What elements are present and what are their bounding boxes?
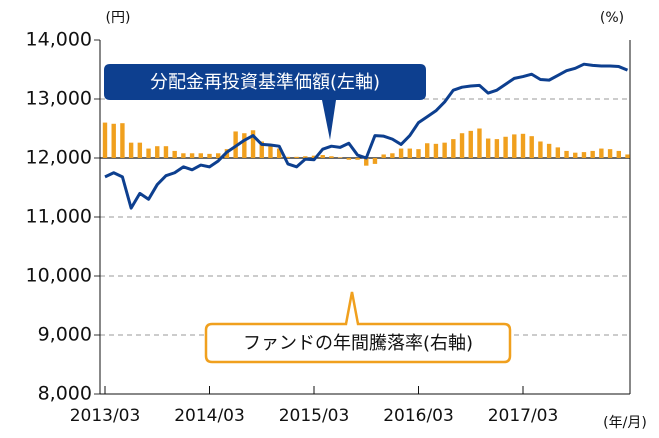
bar	[268, 145, 273, 158]
bar	[320, 155, 325, 158]
bar	[555, 147, 561, 158]
bar	[137, 142, 143, 158]
bar	[181, 153, 186, 158]
bar	[398, 148, 404, 158]
bar	[163, 146, 169, 158]
bar	[503, 136, 508, 158]
bar	[102, 122, 108, 158]
bar	[242, 133, 247, 158]
bar	[520, 133, 526, 158]
bar	[625, 154, 630, 158]
bar	[407, 148, 412, 158]
bar	[512, 134, 517, 158]
x-tick-label: 2015/03	[279, 406, 350, 426]
bar	[216, 153, 221, 158]
bar	[599, 148, 604, 158]
callout-box	[204, 291, 512, 364]
plot: 8,000 9,000 10,000 11,000 12,000 13,000 14,000…	[26, 29, 631, 426]
bar	[564, 150, 569, 158]
bar	[616, 150, 621, 158]
bar	[529, 136, 534, 158]
bar	[355, 158, 360, 160]
y-unit: (円)	[106, 10, 131, 26]
bar	[451, 139, 456, 158]
y-tick-label: 10,000	[26, 265, 92, 287]
y-tick-label: 11,000	[26, 206, 92, 228]
y-tick-label: 13,000	[26, 88, 92, 110]
y-tick-label: 8,000	[38, 383, 92, 405]
legend-label: ファンドの年間騰落率(右軸)	[243, 333, 473, 354]
bar	[442, 142, 447, 158]
bar	[381, 154, 386, 158]
bar	[346, 158, 352, 160]
y-tick-label: 14,000	[26, 29, 92, 51]
bar	[337, 157, 343, 158]
bar	[372, 158, 378, 164]
bar	[573, 152, 578, 158]
bar	[581, 152, 587, 158]
bar	[364, 158, 369, 166]
bar	[485, 138, 491, 158]
bar	[590, 150, 595, 158]
bar	[285, 156, 291, 158]
bar	[155, 146, 160, 158]
bar	[198, 153, 203, 158]
bar	[494, 139, 500, 158]
line-callout: 分配金再投資基準価額(左軸)	[104, 64, 426, 140]
y-tick-label: 9,000	[38, 324, 92, 346]
x-tick-label: 2016/03	[383, 406, 454, 426]
bar	[172, 150, 177, 158]
bar	[128, 142, 134, 158]
x-tick-label: 2017/03	[488, 406, 559, 426]
line	[104, 62, 629, 210]
bar	[250, 130, 256, 158]
x-unit: (年/月)	[603, 415, 647, 431]
bar	[538, 141, 543, 158]
bar	[146, 148, 151, 158]
bar	[189, 153, 195, 158]
bar	[276, 148, 282, 158]
y2-unit: (%)	[600, 10, 624, 26]
bar	[459, 133, 465, 158]
bar	[425, 143, 430, 158]
bar	[259, 141, 264, 158]
x-tick-label: 2014/03	[174, 406, 245, 426]
bar	[294, 156, 299, 158]
bar	[207, 153, 212, 158]
bar-callout: ファンドの年間騰落率(右軸)	[204, 291, 512, 364]
bar	[433, 143, 439, 158]
bar	[546, 143, 552, 158]
bar	[120, 123, 125, 158]
callout-box	[104, 64, 426, 140]
bar	[416, 149, 421, 158]
legend-label: 分配金再投資基準価額(左軸)	[150, 72, 380, 93]
bar	[477, 128, 482, 158]
bar	[468, 130, 473, 158]
bar	[311, 155, 317, 158]
y-tick-label: 12,000	[26, 147, 92, 169]
bar	[111, 123, 116, 158]
bar	[303, 156, 308, 158]
bar	[390, 153, 395, 158]
x-tick-label: 2013/03	[70, 406, 141, 426]
bar	[329, 156, 334, 158]
bar	[607, 149, 613, 158]
